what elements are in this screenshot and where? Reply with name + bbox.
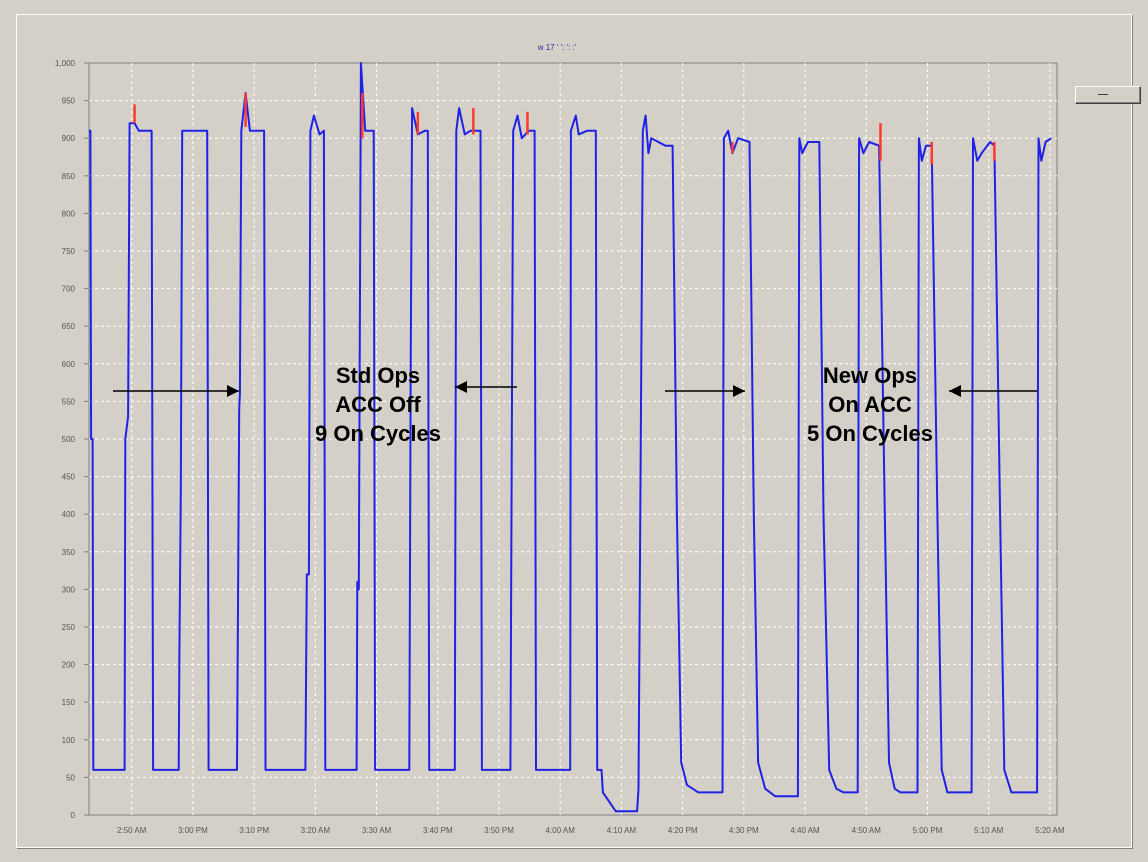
- y-tick-label: 750: [62, 247, 76, 256]
- y-tick-label: 850: [62, 172, 76, 181]
- annotation-arrow-head: [733, 385, 745, 397]
- x-tick-label: 3:40 PM: [423, 826, 453, 835]
- x-tick-label: 3:00 PM: [178, 826, 208, 835]
- y-tick-label: 500: [62, 435, 76, 444]
- x-tick-label: 3:50 PM: [484, 826, 514, 835]
- x-tick-label: 5:00 PM: [913, 826, 943, 835]
- x-tick-label: 5:10 AM: [974, 826, 1004, 835]
- series-line-0: [89, 62, 1052, 813]
- line-chart: w 17 ' ': ': :' 0 50 100 150 200 250 300 350 400…: [55, 43, 1065, 835]
- y-tick-label: 600: [62, 360, 76, 369]
- annotation-new-ops-line2: On ACC: [828, 392, 912, 417]
- y-tick-label: 900: [62, 134, 76, 143]
- x-tick-label: 5:20 AM: [1035, 826, 1065, 835]
- annotation-new-ops: New Ops On ACC 5 On Cycles: [740, 361, 1000, 448]
- y-tick-label: 300: [62, 585, 76, 594]
- annotation-new-ops-line3: 5 On Cycles: [807, 421, 933, 446]
- annotation-std-ops-line2: ACC Off: [335, 392, 421, 417]
- y-tick-label: 100: [62, 736, 76, 745]
- annotation-arrow-head: [227, 385, 239, 397]
- x-tick-label: 3:10 PM: [239, 826, 269, 835]
- y-tick-label: 800: [62, 209, 76, 218]
- collapse-button[interactable]: [1075, 86, 1141, 104]
- chart-title: w 17 ' ': ': :': [537, 43, 577, 52]
- y-tick-label: 250: [62, 623, 76, 632]
- x-tick-label: 4:20 PM: [668, 826, 698, 835]
- x-tick-label: 4:10 AM: [607, 826, 637, 835]
- x-tick-label: 3:20 AM: [301, 826, 331, 835]
- x-tick-label: 4:30 PM: [729, 826, 759, 835]
- plot-area: 0 50 100 150 200 250 300 350 400 450 500 550 600 650 7…: [55, 59, 1065, 835]
- x-tick-label: 2:50 AM: [117, 826, 147, 835]
- y-tick-label: 200: [62, 661, 76, 670]
- chart-window: w 17 ' ': ': :' 0 50 100 150 200 250 300 350 400…: [16, 14, 1132, 848]
- x-tick-label: 3:30 AM: [362, 826, 392, 835]
- annotation-new-ops-line1: New Ops: [822, 363, 918, 388]
- x-tick-label: 4:50 AM: [852, 826, 882, 835]
- y-tick-label: 50: [66, 773, 75, 782]
- minus-icon: [1098, 94, 1108, 95]
- y-tick-label: 450: [62, 473, 76, 482]
- y-tick-label: 650: [62, 322, 76, 331]
- annotation-arrow-head: [455, 381, 467, 393]
- annotation-std-ops-line1: Std Ops: [335, 363, 421, 388]
- annotation-std-ops: Std Ops ACC Off 9 On Cycles: [248, 361, 508, 448]
- y-tick-label: 150: [62, 698, 76, 707]
- y-tick-label: 400: [62, 510, 76, 519]
- y-tick-label: 0: [71, 811, 76, 820]
- y-tick-label: 700: [62, 285, 76, 294]
- y-tick-label: 550: [62, 397, 76, 406]
- annotation-arrow-head: [949, 385, 961, 397]
- y-tick-label: 1,000: [55, 59, 76, 68]
- annotation-std-ops-line3: 9 On Cycles: [315, 421, 441, 446]
- x-tick-label: 4:00 AM: [546, 826, 576, 835]
- y-tick-label: 350: [62, 548, 76, 557]
- y-tick-label: 950: [62, 97, 76, 106]
- x-tick-label: 4:40 AM: [790, 826, 820, 835]
